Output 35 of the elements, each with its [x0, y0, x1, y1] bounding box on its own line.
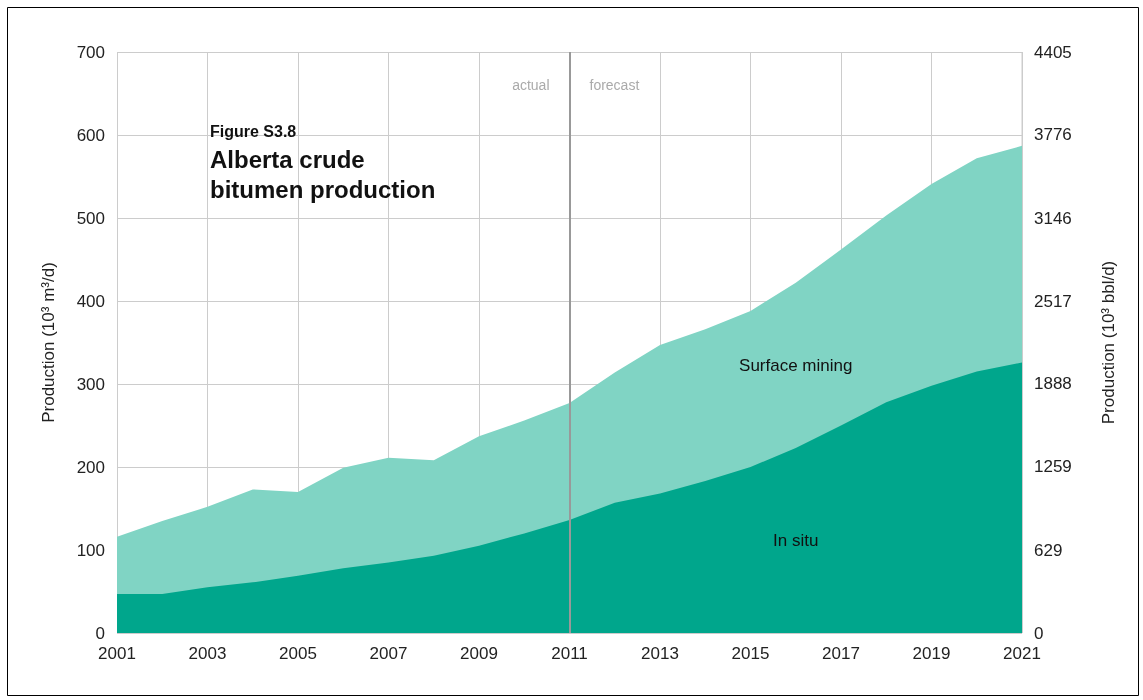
- y2-tick-label: 2517: [1034, 291, 1072, 311]
- x-tick-label: 2019: [912, 644, 951, 663]
- x-tick-label: 2015: [731, 644, 770, 663]
- x-tick-label: 2007: [369, 644, 408, 663]
- y-tick-label: 700: [76, 42, 105, 62]
- annotation: forecast: [589, 77, 640, 94]
- x-tick-label: 2001: [98, 644, 136, 663]
- x-tick-label: 2011: [551, 644, 588, 663]
- y-tick-label: 600: [76, 125, 105, 145]
- y2-tick-label: 4405: [1034, 42, 1072, 62]
- y2-tick-label: 3776: [1034, 125, 1072, 145]
- y-tick-label: 400: [76, 291, 105, 311]
- x-tick-label: 2005: [279, 644, 317, 663]
- series-label: In situ: [773, 530, 819, 550]
- x-tick-label: 2003: [188, 644, 227, 663]
- y2-tick-label: 1259: [1034, 457, 1072, 477]
- y2-tick-label: 3146: [1034, 208, 1072, 228]
- text: Alberta crude bitumen production: [210, 145, 436, 203]
- y-tick-label: 100: [76, 540, 105, 560]
- y-tick-label: 500: [76, 208, 105, 228]
- y-tick-label: 300: [76, 374, 105, 394]
- x-tick-label: 2013: [641, 644, 679, 663]
- y2-tick-label: 1888: [1034, 374, 1072, 394]
- y2-tick-label: 0: [1034, 623, 1044, 643]
- y-tick-label: 200: [76, 457, 105, 477]
- x-tick-label: 2021: [1003, 644, 1041, 663]
- y-tick-label: 0: [95, 623, 105, 643]
- y2-axis-title: Production (10³ bbl/d): [1099, 260, 1118, 425]
- x-tick-label: 2009: [460, 644, 498, 663]
- annotation: actual: [512, 77, 550, 94]
- y-axis-title: Production (10³ m³/d): [39, 262, 58, 423]
- text: Figure S3.8: [210, 122, 297, 140]
- series-label: Surface mining: [739, 355, 853, 375]
- x-tick-label: 2017: [822, 644, 860, 663]
- y2-tick-label: 629: [1034, 540, 1063, 560]
